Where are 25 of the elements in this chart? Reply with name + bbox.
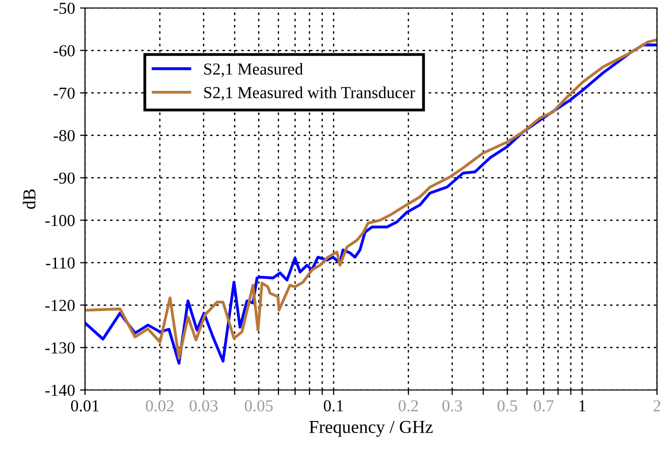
- y-tick-label: -80: [54, 130, 75, 142]
- y-tick-label: -120: [45, 300, 75, 312]
- y-tick-label: -90: [54, 172, 75, 184]
- x-tick-label: 0.2: [398, 400, 418, 412]
- y-tick-label: -110: [46, 257, 75, 269]
- x-tick-label: 0.01: [71, 400, 99, 412]
- x-tick-label: 1: [579, 400, 586, 412]
- x-tick-label: 2: [654, 400, 660, 412]
- y-axis-title: dB: [22, 189, 36, 209]
- x-tick-label: 0.05: [244, 400, 273, 412]
- x-tick-label: 0.3: [442, 400, 462, 412]
- y-tick-label: -100: [45, 214, 75, 226]
- x-tick-label: 0.1: [324, 400, 343, 412]
- legend-label: S2,1 Measured: [204, 62, 303, 78]
- y-tick-label: -70: [54, 88, 75, 99]
- y-tick-label: -50: [54, 2, 75, 14]
- legend-label: S2,1 Measured with Transducer: [204, 86, 416, 101]
- x-tick-label: 0.7: [534, 400, 554, 412]
- y-tick-label: -60: [54, 45, 75, 56]
- y-tick-label: -130: [45, 342, 75, 354]
- x-tick-label: 0.03: [190, 400, 218, 412]
- x-tick-label: 0.02: [146, 400, 174, 412]
- x-tick-label: 0.5: [498, 400, 518, 412]
- y-tick-label: -140: [45, 384, 75, 396]
- x-axis-title: Frequency / GHz: [309, 420, 433, 437]
